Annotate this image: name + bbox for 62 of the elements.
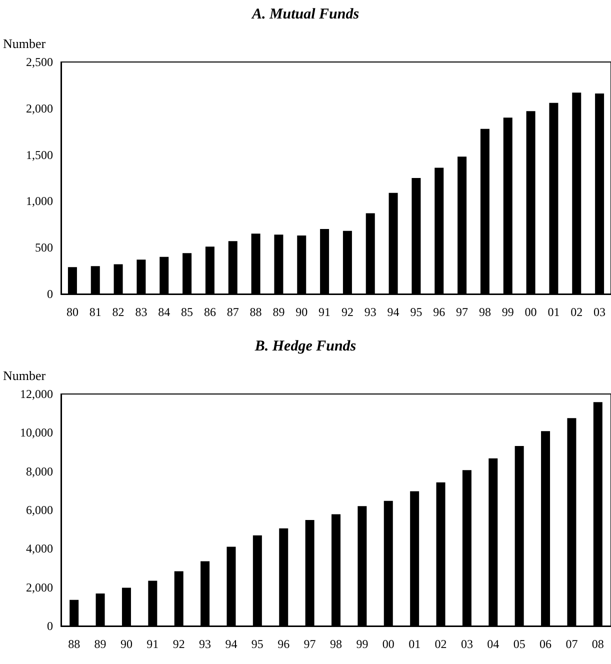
x-tick-label: 81 <box>89 305 102 319</box>
y-tick-label: 500 <box>35 240 53 255</box>
y-tick-label: 8,000 <box>26 464 53 478</box>
x-tick-label: 90 <box>296 305 308 319</box>
x-tick-label: 95 <box>410 305 422 319</box>
y-tick-label: 1,500 <box>26 148 53 162</box>
y-tick-label: 2,000 <box>26 580 53 594</box>
x-tick-label: 06 <box>540 637 552 651</box>
y-tick-label: 4,000 <box>26 542 53 556</box>
x-tick-label: 86 <box>204 305 216 319</box>
x-tick-label: 94 <box>225 637 238 651</box>
x-tick-label: 02 <box>434 637 447 651</box>
x-tick-label: 01 <box>408 637 421 651</box>
x-tick-label: 80 <box>66 305 78 319</box>
y-axis-title: Number <box>3 36 46 51</box>
x-tick-label: 92 <box>172 637 185 651</box>
x-tick-label: 92 <box>341 305 354 319</box>
x-tick-label: 94 <box>387 305 400 319</box>
x-tick-label: 96 <box>433 305 446 319</box>
x-tick-label: 01 <box>548 305 560 319</box>
x-tick-label: 88 <box>250 305 262 319</box>
x-tick-label: 91 <box>318 305 331 319</box>
x-tick-label: 96 <box>278 637 290 651</box>
x-tick-label: 99 <box>502 305 514 319</box>
y-tick-label: 1,000 <box>26 194 53 208</box>
x-tick-label: 03 <box>460 637 473 651</box>
x-tick-label: 98 <box>478 305 491 319</box>
x-tick-label: 99 <box>356 637 368 651</box>
x-tick-label: 97 <box>456 305 468 319</box>
x-tick-label: 97 <box>304 637 316 651</box>
chart-title: B. Hedge Funds <box>254 338 356 354</box>
x-tick-label: 95 <box>251 637 264 651</box>
x-tick-label: 84 <box>158 305 170 319</box>
y-tick-label: 10,000 <box>20 426 53 440</box>
x-tick-label: 89 <box>272 305 285 319</box>
x-tick-label: 00 <box>382 637 394 651</box>
x-tick-label: 89 <box>94 637 106 651</box>
y-tick-label: 2,500 <box>26 55 53 69</box>
x-tick-label: 05 <box>513 637 526 651</box>
y-tick-label: 0 <box>47 619 53 633</box>
x-tick-label: 02 <box>570 305 583 319</box>
y-tick-label: 2,000 <box>26 101 53 116</box>
x-tick-label: 98 <box>330 637 342 651</box>
x-tick-label: 93 <box>364 305 376 319</box>
x-tick-label: 00 <box>524 305 537 319</box>
y-tick-label: 0 <box>47 287 53 301</box>
x-tick-label: 03 <box>594 305 606 319</box>
x-tick-label: 82 <box>112 305 124 319</box>
x-tick-label: 90 <box>120 637 132 651</box>
y-axis-title: Number <box>3 368 46 383</box>
x-tick-label: 91 <box>146 637 159 651</box>
x-tick-label: 88 <box>68 637 80 651</box>
x-tick-label: 08 <box>592 637 604 651</box>
x-tick-label: 07 <box>566 637 578 651</box>
x-tick-label: 04 <box>487 637 500 651</box>
x-tick-label: 87 <box>226 305 239 319</box>
x-tick-label: 83 <box>135 305 148 319</box>
x-tick-label: 93 <box>199 637 212 651</box>
chart-title: A. Mutual Funds <box>250 6 360 22</box>
y-tick-label: 12,000 <box>20 387 53 401</box>
y-tick-label: 6,000 <box>26 503 53 517</box>
x-tick-label: 85 <box>181 305 194 319</box>
